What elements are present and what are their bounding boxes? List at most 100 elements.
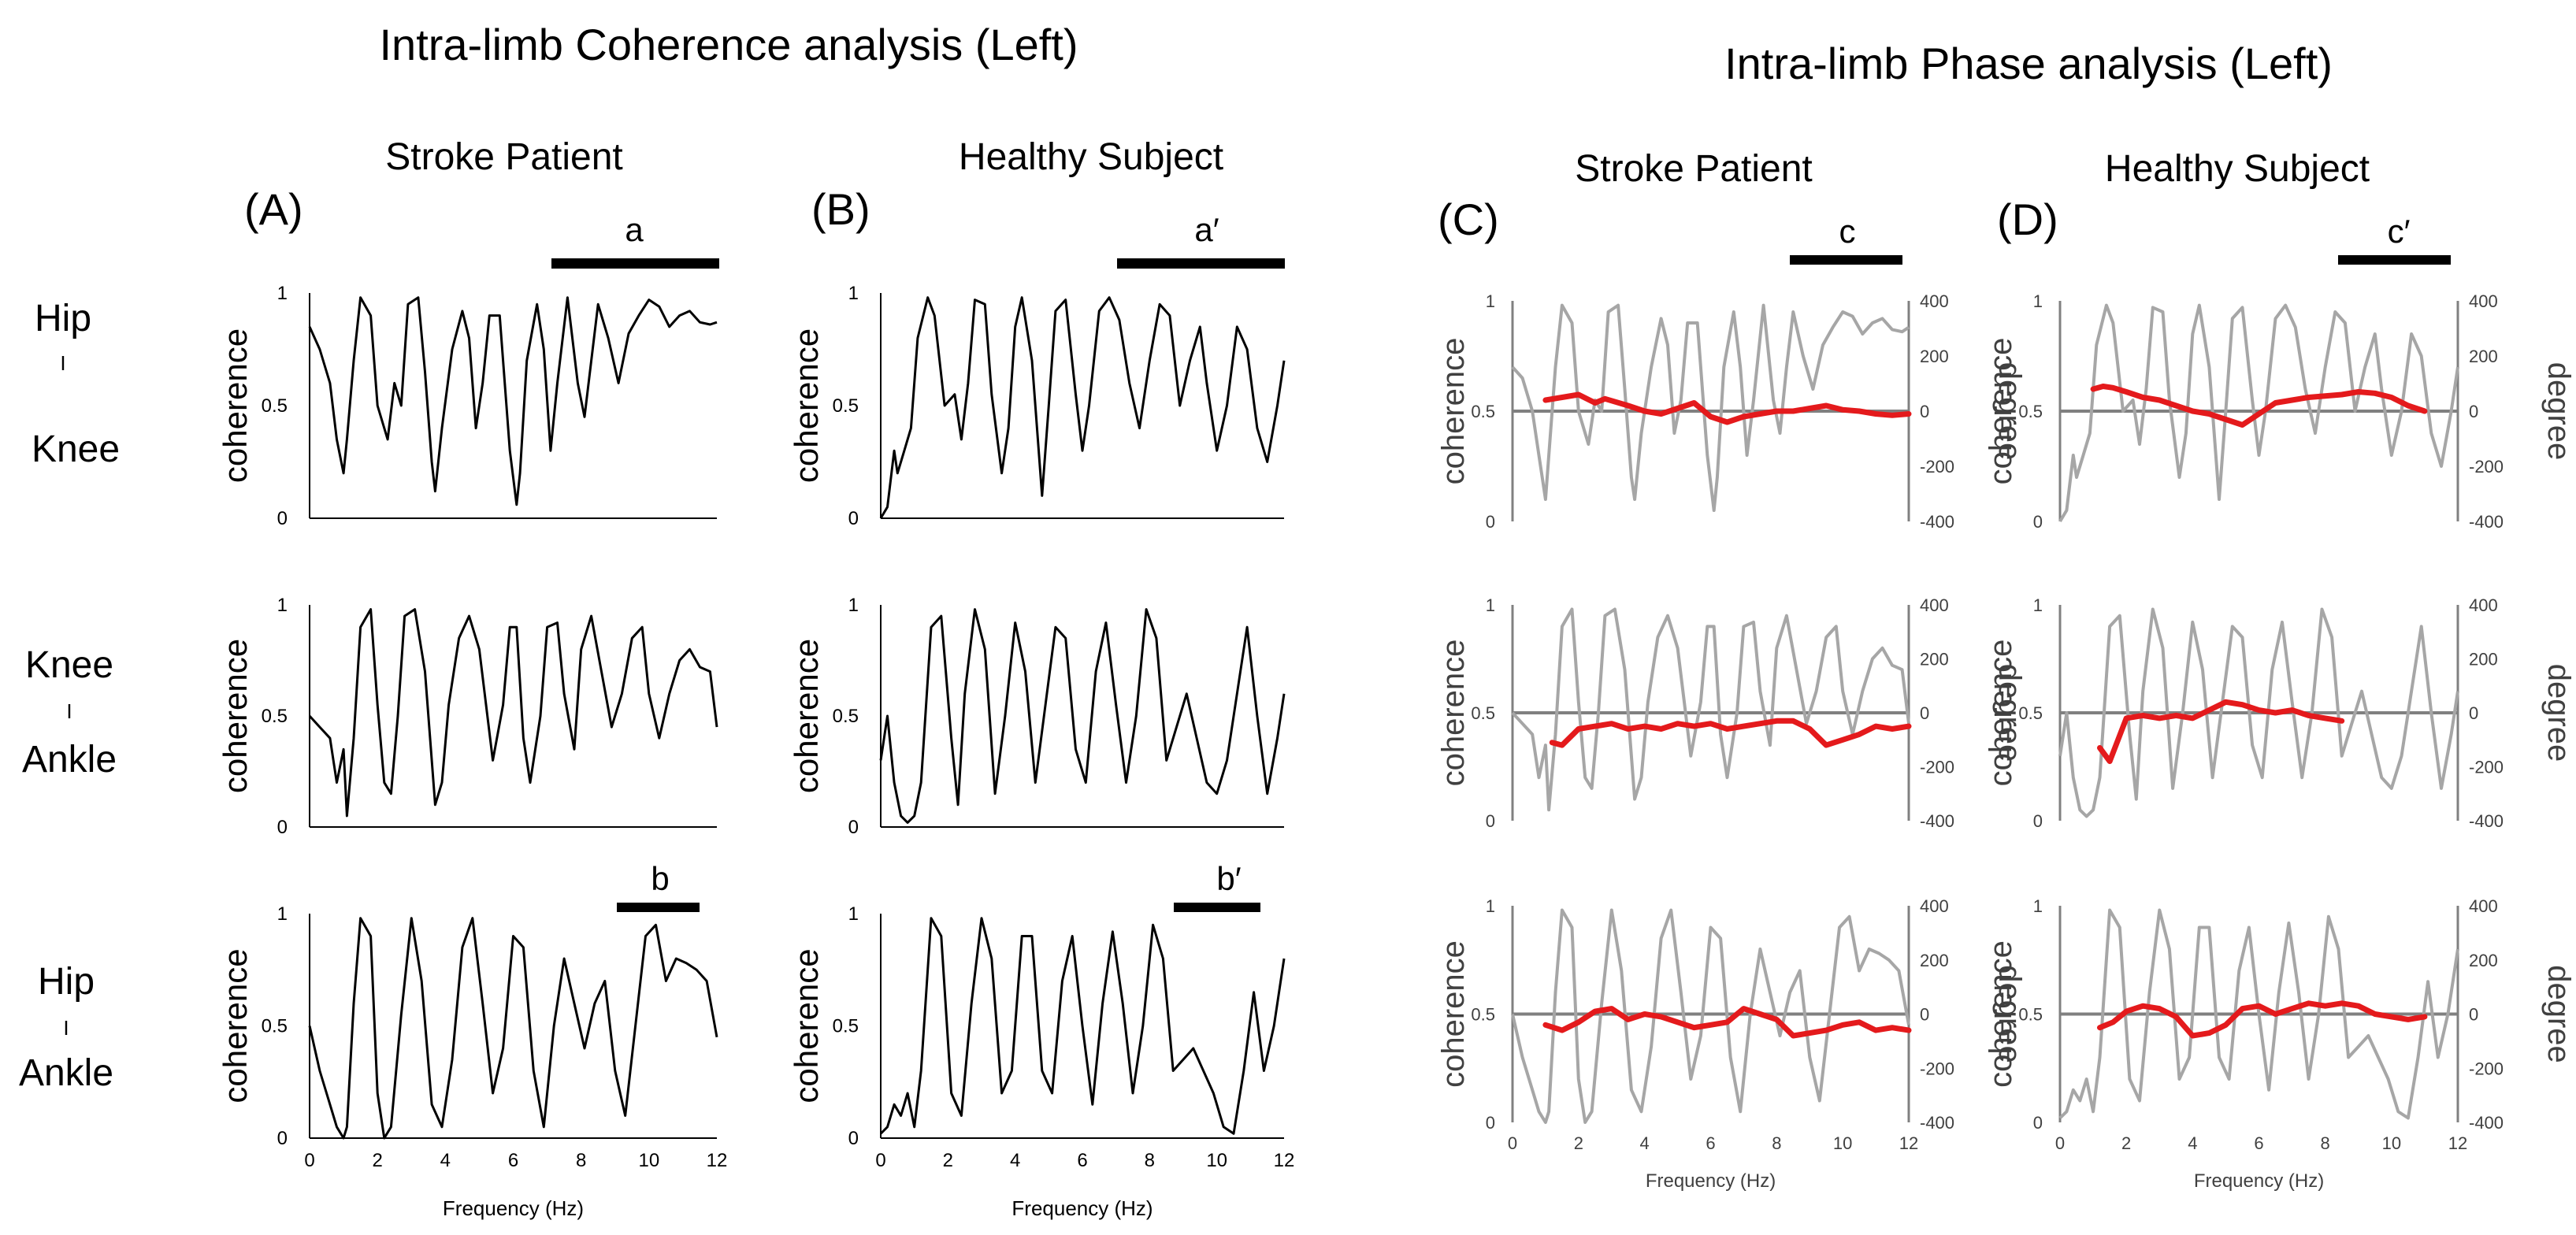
x-tick-label: 12 — [1899, 1133, 1918, 1153]
x-tick-label: 10 — [1206, 1150, 1227, 1171]
y2-tick-label: 200 — [2469, 650, 2498, 669]
y-tick-label: 0.5 — [262, 395, 288, 417]
row-label-bottom: Ankle — [19, 1052, 113, 1094]
band-label-c-prime: c′ — [2388, 213, 2411, 250]
band-label-b-prime: b′ — [1216, 860, 1241, 897]
chart-panel-b-hip-knee: 0 0.5 1 coherence — [788, 283, 1286, 529]
y2-tick-label: 0 — [2469, 402, 2478, 421]
phase-series-line — [2097, 1000, 2428, 1039]
y-tick-label: 1 — [1486, 291, 1495, 311]
y2-axis-label: degree — [2541, 965, 2576, 1063]
y-axis-label: coherence — [788, 328, 825, 483]
y-axis-label: coherence — [217, 639, 254, 793]
y2-tick-label: -200 — [2469, 1059, 2504, 1078]
row-label-sep: I — [63, 1016, 69, 1040]
x-tick-label: 6 — [2254, 1133, 2263, 1153]
y2-tick-label: -400 — [1920, 1113, 1954, 1133]
y-tick-label: 0.5 — [833, 1016, 859, 1037]
y2-axis-label: degree — [1992, 965, 2027, 1063]
coherence-series-line — [879, 296, 1286, 519]
subject-label-d: Healthy Subject — [2105, 148, 2370, 190]
y-tick-label: 0.5 — [262, 706, 288, 727]
y-axis-label: coherence — [788, 948, 825, 1103]
x-tick-label: 2 — [372, 1150, 382, 1171]
phase-series-line — [1549, 718, 1912, 748]
y-tick-label: 0 — [848, 817, 859, 838]
y-tick-label: 0.5 — [833, 706, 859, 727]
coherence-title: Intra-limb Coherence analysis (Left) — [379, 20, 1078, 69]
row-label-sep: I — [66, 699, 72, 723]
band-bar-b-prime — [1174, 903, 1260, 912]
x-tick-label: 4 — [2188, 1133, 2197, 1153]
y2-axis-label: degree — [2541, 664, 2576, 762]
y-tick-label: 0.5 — [1471, 402, 1495, 421]
y2-tick-label: 0 — [2469, 1005, 2478, 1025]
y2-tick-label: 0 — [2469, 703, 2478, 723]
x-tick-label: 6 — [1077, 1150, 1087, 1171]
y-tick-label: 1 — [1486, 595, 1495, 615]
y2-tick-label: 200 — [1920, 951, 1949, 970]
y-tick-label: 1 — [2033, 896, 2043, 916]
y2-tick-label: -200 — [1920, 758, 1954, 777]
coherence-series-line — [879, 917, 1286, 1135]
phase-series-line — [2090, 384, 2428, 428]
y2-tick-label: 400 — [2469, 595, 2498, 615]
y2-tick-label: 200 — [1920, 347, 1949, 366]
y-axis-label: coherence — [1436, 338, 1471, 485]
y2-tick-label: -400 — [1920, 811, 1954, 831]
x-axis-label: Frequency (Hz) — [1011, 1196, 1153, 1220]
y-axis-label: coherence — [1436, 640, 1471, 787]
x-tick-label: 2 — [1574, 1133, 1583, 1153]
row-label-bottom: Ankle — [22, 739, 117, 781]
band-label-b: b — [651, 860, 669, 897]
x-axis-label: Frequency (Hz) — [443, 1196, 584, 1220]
row-label-knee-ankle: Knee I Ankle — [22, 644, 117, 781]
x-tick-label: 12 — [1274, 1150, 1295, 1171]
y-tick-label: 1 — [277, 903, 288, 925]
y2-axis-label: degree — [2541, 362, 2576, 461]
y-tick-label: 0 — [848, 1128, 859, 1149]
y2-tick-label: -400 — [1920, 512, 1954, 532]
x-tick-label: 4 — [1640, 1133, 1650, 1153]
x-tick-label: 2 — [2121, 1133, 2131, 1153]
coherence-series-line — [2058, 303, 2459, 523]
coherence-series-line — [308, 917, 718, 1140]
y-tick-label: 0 — [2033, 811, 2043, 831]
x-tick-label: 4 — [440, 1150, 451, 1171]
panel-label-c: (C) — [1438, 195, 1499, 244]
y2-tick-label: -400 — [2469, 811, 2504, 831]
row-label-top: Hip — [35, 298, 91, 339]
y2-tick-label: 0 — [1920, 1005, 1929, 1025]
coherence-series-line — [2058, 607, 2459, 818]
y-tick-label: 1 — [848, 595, 859, 616]
x-tick-label: 10 — [2382, 1133, 2401, 1153]
x-tick-label: 0 — [304, 1150, 314, 1171]
y-tick-label: 1 — [848, 903, 859, 925]
y2-tick-label: -400 — [2469, 512, 2504, 532]
panel-label-d: (D) — [1997, 195, 2058, 244]
y2-tick-label: 400 — [1920, 291, 1949, 311]
phase-title: Intra-limb Phase analysis (Left) — [1724, 39, 2333, 88]
x-tick-label: 8 — [1145, 1150, 1155, 1171]
band-bar-a-prime — [1117, 258, 1285, 269]
row-label-hip-ankle: Hip I Ankle — [19, 961, 113, 1094]
y2-tick-label: -200 — [2469, 457, 2504, 477]
x-tick-label: 10 — [638, 1150, 659, 1171]
row-label-bottom: Knee — [32, 428, 120, 470]
y-tick-label: 0.5 — [833, 395, 859, 417]
y-tick-label: 0.5 — [2018, 703, 2043, 723]
y2-tick-label: 400 — [2469, 291, 2498, 311]
y-tick-label: 1 — [2033, 595, 2043, 615]
phase-series-line — [2097, 699, 2345, 765]
y-tick-label: 0 — [277, 817, 288, 838]
y-tick-label: 0.5 — [1471, 1005, 1495, 1025]
y-tick-label: 0.5 — [2018, 1005, 2043, 1025]
x-tick-label: 4 — [1010, 1150, 1020, 1171]
chart-panel-a-hip-knee: 0 0.5 1 coherence — [217, 283, 718, 529]
y-axis-label: coherence — [217, 948, 254, 1103]
